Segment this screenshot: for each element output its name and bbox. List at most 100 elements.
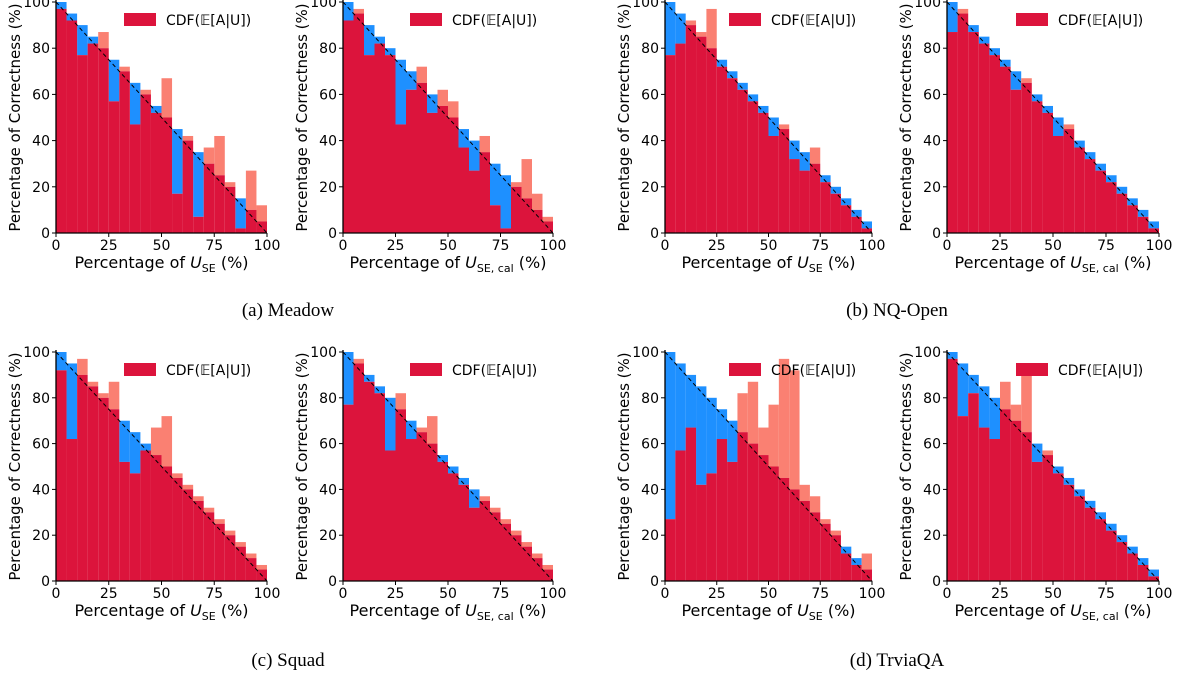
y-tick-label: 80 <box>641 41 659 57</box>
gap-under-bar <box>343 352 354 405</box>
bar <box>1106 530 1117 581</box>
bar <box>353 13 364 233</box>
bar <box>214 523 225 581</box>
legend-swatch <box>410 13 442 26</box>
y-tick-label: 60 <box>923 87 941 103</box>
y-tick-label: 80 <box>32 391 50 407</box>
gap-over-bar <box>245 553 257 559</box>
x-tick-label: 0 <box>943 586 952 602</box>
bar <box>1095 170 1106 233</box>
x-tick-label: 100 <box>540 586 567 602</box>
x-tick-label: 0 <box>661 238 670 254</box>
diagonal-reference-line <box>55 351 268 582</box>
bar <box>737 432 748 581</box>
x-tick-label: 0 <box>339 238 348 254</box>
bar <box>675 43 686 233</box>
legend-swatch <box>124 13 156 26</box>
gap-over-bar <box>182 135 194 141</box>
bar <box>182 140 194 233</box>
gap-over-bar <box>490 507 501 513</box>
x-tick-label: 0 <box>52 586 61 602</box>
bar <box>193 216 204 233</box>
y-tick-label: 20 <box>923 528 941 544</box>
y-tick-label: 100 <box>632 345 659 361</box>
bar <box>98 397 109 581</box>
gap-over-bar <box>542 216 553 222</box>
y-tick-label: 60 <box>32 87 50 103</box>
gap-under-bar <box>500 175 511 229</box>
x-axis-label: Percentage of USE (%) <box>74 601 248 623</box>
gap-over-bar <box>532 193 543 210</box>
legend-swatch <box>124 363 156 376</box>
bar <box>521 546 532 581</box>
y-tick-label: 20 <box>32 180 50 196</box>
bar <box>119 461 130 581</box>
bar <box>820 182 831 233</box>
bar <box>789 159 800 233</box>
gap-over-bar <box>245 170 257 210</box>
gap-under-bar <box>1084 500 1096 508</box>
bar <box>1127 553 1138 581</box>
legend-swatch <box>729 363 761 376</box>
y-axis-label: Percentage of Correctness (%) <box>6 3 24 231</box>
gap-over-bar <box>203 507 215 513</box>
bar <box>861 569 872 581</box>
x-tick-label: 75 <box>205 238 223 254</box>
bar <box>161 466 173 581</box>
bar <box>1116 193 1128 233</box>
gap-over-bar <box>706 8 717 49</box>
x-tick-label: 0 <box>661 586 670 602</box>
bar <box>1021 432 1032 581</box>
y-tick-label: 20 <box>32 528 50 544</box>
bar <box>957 416 969 581</box>
gap-under-bar <box>989 48 1000 56</box>
x-tick-label: 50 <box>153 586 171 602</box>
gap-under-bar <box>1106 175 1117 183</box>
y-tick-label: 0 <box>41 226 50 242</box>
x-tick-label: 25 <box>708 586 726 602</box>
gap-over-bar <box>820 519 831 524</box>
gap-under-bar <box>56 2 67 9</box>
y-tick-label: 100 <box>23 345 50 361</box>
gap-under-bar <box>406 420 417 440</box>
bar <box>385 450 396 581</box>
y-tick-label: 100 <box>23 0 50 11</box>
bar <box>665 55 676 233</box>
y-tick-label: 0 <box>650 574 659 590</box>
bar <box>448 473 459 581</box>
bar <box>140 94 151 234</box>
y-axis-label: Percentage of Correctness (%) <box>615 352 633 580</box>
gap-under-bar <box>385 397 396 451</box>
bar <box>374 393 385 581</box>
bar <box>1106 182 1117 233</box>
bar <box>1148 228 1159 233</box>
y-tick-label: 0 <box>328 226 337 242</box>
bar <box>500 228 511 233</box>
x-tick-label: 0 <box>52 238 61 254</box>
bar <box>706 473 717 581</box>
bar <box>1148 576 1159 581</box>
bar <box>427 443 438 581</box>
gap-over-bar <box>778 124 790 130</box>
y-tick-label: 80 <box>319 391 337 407</box>
bar <box>1053 473 1064 581</box>
gap-under-bar <box>1137 209 1149 217</box>
gap-under-bar <box>716 59 728 67</box>
bar <box>108 409 120 581</box>
x-tick-label: 100 <box>254 238 281 254</box>
bar <box>343 404 354 581</box>
legend-swatch <box>410 363 442 376</box>
x-tick-label: 50 <box>760 238 778 254</box>
bar <box>245 558 257 581</box>
gap-under-bar <box>1095 163 1106 171</box>
gap-over-bar <box>521 542 532 547</box>
bar <box>830 193 841 233</box>
gap-under-bar <box>406 71 417 90</box>
gap-under-bar <box>385 48 396 56</box>
gap-over-bar <box>1010 404 1022 421</box>
gap-under-bar <box>1010 71 1022 90</box>
